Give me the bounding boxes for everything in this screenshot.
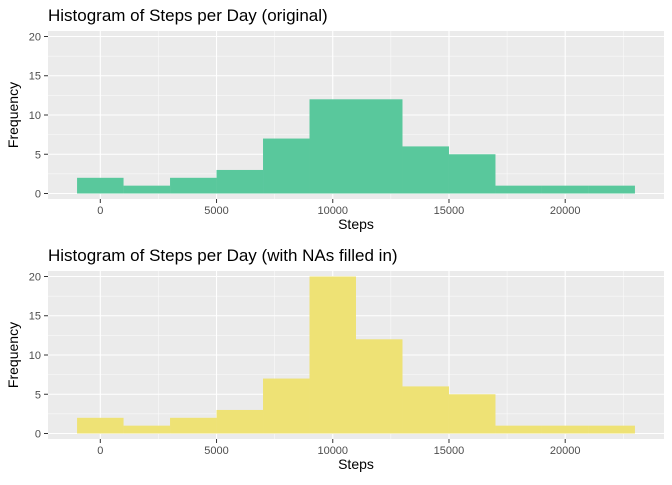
x-axis-title-filled: Steps — [338, 456, 374, 472]
histogram-bar-filled-4 — [263, 378, 310, 434]
y-tick-label: 0 — [35, 429, 41, 441]
histogram-bar-original-9 — [495, 185, 542, 194]
bars-original — [77, 99, 635, 194]
histogram-bar-original-8 — [448, 154, 496, 194]
histogram-original: Histogram of Steps per Day (original) 0 5… — [5, 6, 664, 232]
x-tick-label: 15000 — [434, 205, 465, 217]
histogram-bar-filled-8 — [448, 394, 496, 434]
histogram-bar-filled-10 — [541, 425, 589, 434]
y-axis-filled: 0 5 10 15 20 — [29, 271, 48, 441]
x-tick-label: 0 — [97, 205, 103, 217]
y-tick-label: 15 — [29, 311, 41, 323]
histogram-bar-original-3 — [216, 169, 264, 194]
histogram-bar-original-6 — [356, 99, 403, 194]
x-tick-label: 15000 — [434, 445, 465, 457]
y-tick-label: 5 — [35, 149, 41, 161]
y-tick-label: 10 — [29, 350, 41, 362]
y-tick-label: 20 — [29, 31, 41, 43]
histogram-bar-filled-0 — [77, 417, 124, 434]
y-tick-label: 5 — [35, 389, 41, 401]
x-tick-label: 0 — [97, 445, 103, 457]
x-axis-title-original: Steps — [338, 216, 374, 232]
y-tick-label: 15 — [29, 71, 41, 83]
histogram-bar-filled-2 — [170, 417, 217, 434]
histogram-bar-filled-5 — [309, 276, 356, 434]
y-axis-title-filled: Frequency — [5, 322, 21, 388]
y-axis-original: 0 5 10 15 20 — [29, 31, 48, 201]
histogram-bar-original-5 — [309, 99, 356, 194]
x-tick-label: 20000 — [550, 445, 581, 457]
x-axis-filled: 0 5000 10000 15000 20000 — [97, 439, 581, 457]
histogram-bar-filled-3 — [216, 409, 264, 434]
histogram-bar-filled-11 — [588, 425, 635, 434]
histogram-bar-original-1 — [123, 185, 171, 194]
histogram-bar-original-10 — [541, 185, 589, 194]
chart-title-original: Histogram of Steps per Day (original) — [48, 6, 328, 25]
histogram-bar-filled-9 — [495, 425, 542, 434]
histogram-bar-original-0 — [77, 177, 124, 194]
bars-filled — [77, 276, 635, 434]
histogram-bar-original-11 — [588, 185, 635, 194]
x-tick-label: 5000 — [204, 445, 228, 457]
x-tick-label: 10000 — [317, 445, 348, 457]
x-tick-label: 20000 — [550, 205, 581, 217]
histogram-bar-filled-7 — [402, 386, 449, 434]
y-tick-label: 20 — [29, 271, 41, 283]
histogram-bar-original-2 — [170, 177, 217, 194]
x-axis-original: 0 5000 10000 15000 20000 — [97, 199, 581, 217]
chart-title-filled: Histogram of Steps per Day (with NAs fil… — [48, 246, 398, 265]
y-tick-label: 0 — [35, 189, 41, 201]
histogram-filled: Histogram of Steps per Day (with NAs fil… — [5, 246, 664, 472]
histogram-bar-original-4 — [263, 138, 310, 194]
y-axis-title-original: Frequency — [5, 82, 21, 148]
x-tick-label: 10000 — [317, 205, 348, 217]
histogram-bar-filled-1 — [123, 425, 171, 434]
y-tick-label: 10 — [29, 110, 41, 122]
x-tick-label: 5000 — [204, 205, 228, 217]
histogram-bar-filled-6 — [356, 339, 403, 434]
histogram-bar-original-7 — [402, 146, 449, 194]
